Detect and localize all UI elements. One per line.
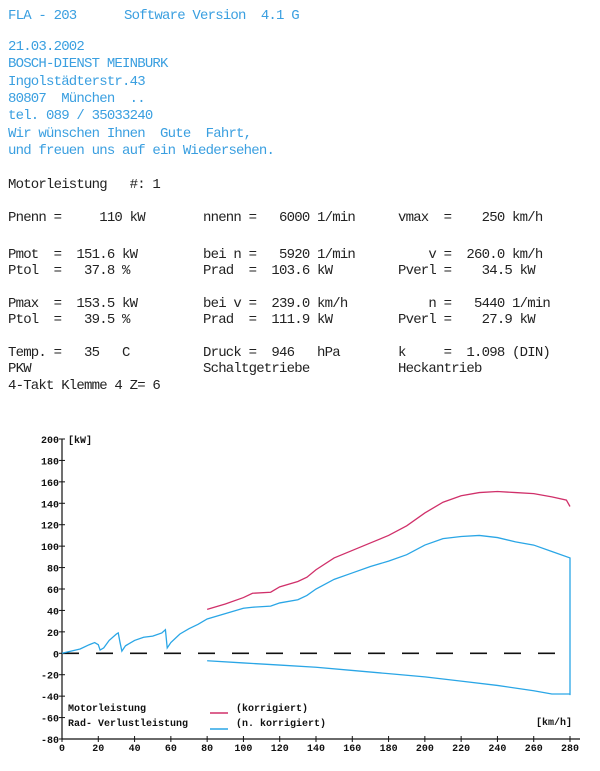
x-tick-label: 220: [452, 744, 470, 755]
x-tick-label: 280: [561, 744, 579, 755]
x-tick-label: 140: [307, 744, 325, 755]
legend-note: (n. korrigiert): [236, 718, 326, 730]
x-tick-label: 260: [525, 744, 543, 755]
y-tick-label: 140: [41, 500, 59, 511]
result-cell: Druck = 946 hPa: [203, 345, 341, 361]
result-cell: Prad = 103.6 kW: [203, 263, 333, 279]
result-cell: bei v = 239.0 km/h: [203, 296, 348, 312]
result-cell: Pverl = 27.9 kW: [398, 312, 536, 328]
address-line: tel. 089 / 35033240: [8, 108, 153, 125]
address-line: 80807 München ..: [8, 90, 146, 107]
result-cell: Temp. = 35 C: [8, 345, 130, 361]
y-tick-label: 60: [47, 586, 59, 597]
y-axis-label: [kW]: [68, 435, 92, 447]
result-cell: vmax = 250 km/h: [398, 210, 543, 226]
result-cell: n = 5440 1/min: [398, 296, 551, 312]
result-cell: v = 260.0 km/h: [398, 247, 543, 263]
x-tick-label: 120: [271, 744, 289, 755]
address-line: BOSCH-DIENST MEINBURK: [8, 56, 168, 73]
result-cell: Prad = 111.9 kW: [203, 312, 333, 328]
result-cell: Ptol = 37.8 %: [8, 263, 130, 279]
result-cell: 4-Takt Klemme 4 Z= 6: [8, 378, 161, 394]
result-cell: Pverl = 34.5 kW: [398, 263, 536, 279]
x-tick-label: 20: [92, 744, 104, 755]
series-line: [206, 490, 571, 610]
result-cell: Pmax = 153.5 kW: [8, 296, 138, 312]
y-tick-label: 20: [47, 629, 59, 640]
x-tick-label: 0: [59, 744, 65, 755]
result-cell: Pmot = 151.6 kW: [8, 247, 138, 263]
power-chart: 200180160140120100806040200-20-40-60-800…: [41, 435, 580, 755]
y-tick-label: 200: [41, 436, 59, 447]
x-axis-label: [km/h]: [536, 717, 572, 729]
y-tick-label: 120: [41, 522, 59, 533]
report-title: Motorleistung #: 1: [8, 177, 161, 193]
x-tick-label: 80: [201, 744, 213, 755]
software-version: Software Version 4.1 G: [124, 8, 300, 24]
result-cell: k = 1.098 (DIN): [398, 345, 551, 361]
x-tick-label: 200: [416, 744, 434, 755]
y-tick-label: -20: [41, 672, 59, 683]
y-tick-label: 160: [41, 479, 59, 490]
result-cell: nnenn = 6000 1/min: [203, 210, 356, 226]
result-cell: bei n = 5920 1/min: [203, 247, 356, 263]
series-line: [61, 534, 571, 696]
legend-label: Motorleistung: [68, 703, 146, 715]
result-cell: Pnenn = 110 kW: [8, 210, 146, 226]
y-tick-label: 180: [41, 457, 59, 468]
series-line: [207, 660, 570, 695]
y-tick-label: 0: [53, 650, 59, 661]
legend-label: Rad- Verlustleistung: [68, 718, 188, 730]
result-cell: Heckantrieb: [398, 361, 482, 377]
x-tick-label: 40: [129, 744, 141, 755]
address-line: und freuen uns auf ein Wiedersehen.: [8, 142, 275, 159]
y-tick-label: 80: [47, 565, 59, 576]
x-tick-label: 160: [343, 744, 361, 755]
y-tick-label: -60: [41, 715, 59, 726]
x-tick-label: 180: [380, 744, 398, 755]
result-cell: Ptol = 39.5 %: [8, 312, 130, 328]
x-tick-label: 100: [234, 744, 252, 755]
result-cell: Schaltgetriebe: [203, 361, 310, 377]
y-tick-label: 100: [41, 543, 59, 554]
address-line: Wir wünschen Ihnen Gute Fahrt,: [8, 125, 252, 142]
y-tick-label: -40: [41, 693, 59, 704]
legend-note: (korrigiert): [236, 703, 308, 715]
device-label: FLA - 203: [8, 8, 77, 24]
x-tick-label: 60: [165, 744, 177, 755]
y-tick-label: -80: [41, 736, 59, 747]
address-line: 21.03.2002: [8, 39, 85, 55]
y-tick-label: 40: [47, 607, 59, 618]
address-line: Ingolstädterstr.43: [8, 73, 146, 90]
result-cell: PKW: [8, 361, 32, 377]
x-tick-label: 240: [488, 744, 506, 755]
